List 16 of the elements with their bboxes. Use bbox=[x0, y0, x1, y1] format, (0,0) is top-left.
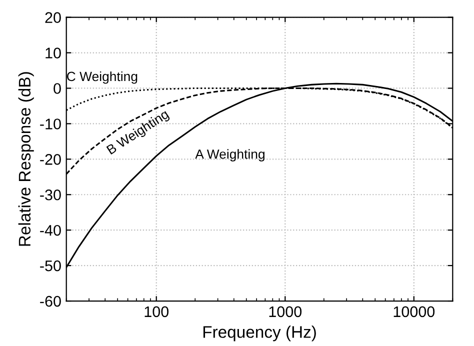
y-axis-title: Relative Response (dB) bbox=[18, 72, 34, 246]
series-label: A Weighting bbox=[195, 149, 264, 162]
y-tick-label: -20 bbox=[40, 154, 61, 165]
series-label: C Weighting bbox=[67, 71, 138, 84]
y-tick-label: 10 bbox=[46, 48, 61, 58]
y-tick-label: -50 bbox=[40, 260, 61, 272]
y-tick-label: -40 bbox=[40, 224, 61, 236]
x-axis-title: Frequency (Hz) bbox=[203, 326, 316, 342]
x-tick-label: 100 bbox=[144, 306, 169, 318]
x-tick-label: 10000 bbox=[394, 306, 435, 318]
y-tick-label: -30 bbox=[40, 189, 61, 200]
y-tick-label: -10 bbox=[40, 118, 61, 130]
y-tick-label: -60 bbox=[40, 296, 61, 307]
x-tick-label: 1000 bbox=[269, 306, 302, 318]
y-tick-label: 20 bbox=[45, 12, 61, 23]
y-tick-label: 0 bbox=[54, 83, 61, 94]
